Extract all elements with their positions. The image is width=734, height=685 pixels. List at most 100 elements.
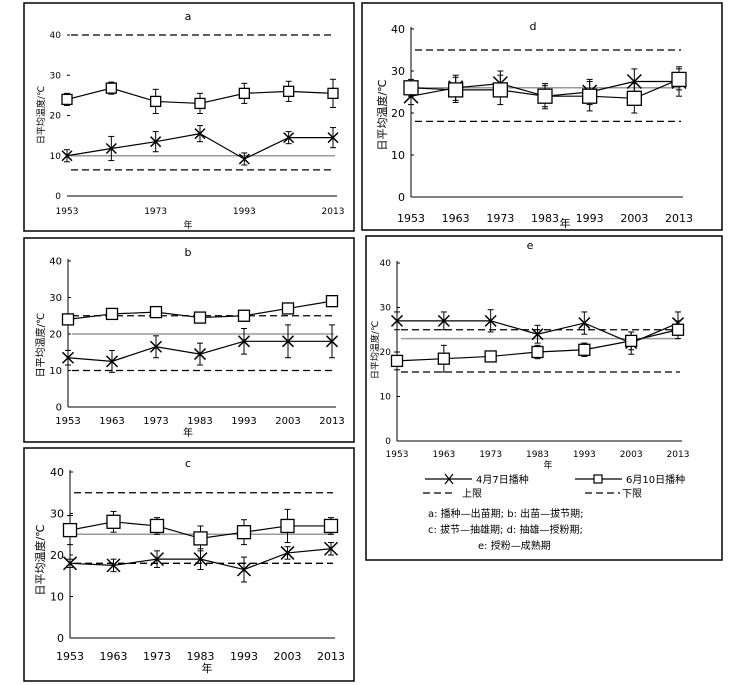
y-tick-label: 40 (391, 23, 405, 36)
marker-square-1 (437, 352, 450, 365)
x-tick-label: 2013 (667, 450, 690, 460)
y-tick-label: 30 (380, 304, 392, 314)
marker-square-3 (531, 345, 544, 359)
legend: 4月7日播种 6月10日播种 上限 下限 a: 播种—出苗期; b: 出苗—拔节… (423, 473, 685, 552)
marker-x-0 (61, 351, 75, 364)
legend-note-1: a: 播种—出苗期; b: 出苗—拔节期; (428, 507, 584, 520)
marker-x-1 (437, 314, 450, 327)
y-tick-label: 0 (385, 437, 391, 447)
panel-e-frame (365, 235, 723, 561)
x-tick-label: 1993 (576, 212, 604, 225)
marker-square-2 (149, 305, 163, 319)
y-tick-label: 20 (49, 330, 62, 341)
x-tick-label: 2003 (274, 650, 302, 663)
marker-x-3 (193, 552, 208, 567)
marker-x-5 (283, 132, 295, 144)
y-axis-label: 日平均温度/℃ (375, 79, 389, 150)
panel-a-frame (23, 2, 355, 232)
marker-square-3 (194, 97, 206, 110)
legend-series1-label: 4月7日播种 (476, 473, 529, 486)
x-tick-label: 2013 (317, 650, 345, 663)
y-tick-label: 10 (49, 366, 62, 377)
x-tick-label: 2013 (319, 416, 344, 427)
x-axis-label: 年 (560, 216, 571, 230)
marker-square-5 (626, 90, 642, 106)
x-tick-label: 2003 (275, 416, 300, 427)
marker-x-2 (150, 136, 162, 148)
legend-series1: 4月7日播种 (425, 473, 529, 486)
y-tick-label: 0 (56, 403, 62, 414)
x-tick-label: 1963 (100, 650, 128, 663)
legend-upper-label: 上限 (462, 488, 482, 500)
y-tick-label: 10 (50, 590, 64, 603)
marker-x-2 (484, 314, 497, 327)
x-axis-label: 年 (183, 219, 192, 231)
y-axis-label: 日平均温度/℃ (34, 313, 47, 378)
x-tick-label: 1953 (56, 207, 79, 217)
marker-square-5 (283, 85, 295, 97)
marker-square-1 (105, 82, 117, 94)
x-tick-label: 1993 (573, 450, 596, 460)
marker-square-6 (671, 71, 687, 88)
panel-c-frame (23, 447, 355, 682)
marker-x-4 (238, 153, 250, 165)
x-tick-label: 1953 (55, 416, 80, 427)
marker-square-6 (323, 518, 339, 534)
x-tick-label: 1993 (233, 207, 256, 217)
marker-square-4 (237, 309, 251, 322)
marker-x-3 (193, 348, 207, 361)
x-tick-label: 1963 (99, 416, 124, 427)
x-tick-label: 1973 (486, 212, 514, 225)
legend-note-2: c: 拔节—抽雄期; d: 抽雄—授粉期; (428, 523, 583, 536)
marker-x-5 (280, 545, 295, 560)
marker-square-2 (484, 350, 497, 363)
legend-series2: 6月10日播种 (575, 473, 685, 486)
x-tick-label: 1983 (187, 650, 215, 663)
x-tick-label: 2003 (620, 212, 648, 225)
marker-square-4 (578, 343, 591, 356)
y-tick-label: 20 (50, 112, 62, 122)
marker-x-5 (281, 335, 295, 348)
legend-lower-label: 下限 (622, 488, 642, 500)
chart-panel-e: e 0 10 20 30 40 1953 1963 1973 1983 1993 2003 2013 日平… (369, 239, 689, 471)
x-tick-label: 2003 (620, 450, 643, 460)
y-tick-label: 40 (49, 257, 62, 268)
y-tick-label: 20 (380, 348, 392, 358)
y-tick-label: 20 (391, 107, 405, 120)
panel-d-frame (361, 2, 723, 231)
legend-note-3: e: 授粉—成熟期 (478, 539, 551, 552)
x-tick-label: 2013 (665, 212, 693, 225)
marker-square-3 (537, 88, 553, 104)
marker-x-3 (531, 328, 544, 341)
x-axis-label: 年 (202, 661, 213, 675)
y-tick-label: 0 (57, 632, 64, 645)
legend-upper: 上限 (423, 488, 482, 500)
marker-square-1 (448, 82, 464, 98)
x-tick-label: 2013 (322, 207, 345, 217)
x-tick-label: 1963 (432, 450, 455, 460)
x-tick-label: 1973 (479, 450, 502, 460)
chart-title: e (527, 239, 534, 252)
marker-square-6 (325, 294, 339, 308)
x-tick-label: 1953 (56, 650, 84, 663)
y-axis-label: 日平均温度/℃ (369, 321, 381, 379)
marker-square-2 (149, 518, 165, 534)
marker-x-2 (149, 552, 165, 567)
marker-square-0 (62, 522, 78, 538)
marker-square-3 (193, 311, 207, 324)
y-tick-label: 40 (380, 259, 392, 269)
x-tick-label: 1953 (386, 450, 409, 460)
y-tick-label: 10 (380, 393, 392, 403)
marker-x-2 (149, 340, 163, 353)
y-tick-label: 30 (50, 71, 62, 81)
y-tick-label: 10 (50, 152, 62, 162)
legend-series2-label: 6月10日播种 (626, 473, 685, 486)
y-tick-label: 40 (50, 466, 64, 479)
y-tick-label: 20 (50, 549, 64, 562)
marker-square-2 (150, 95, 162, 108)
marker-square-6 (327, 87, 339, 100)
marker-square-1 (105, 307, 119, 321)
marker-x-1 (105, 142, 117, 155)
marker-square-5 (280, 518, 295, 534)
marker-x-4 (578, 317, 591, 330)
